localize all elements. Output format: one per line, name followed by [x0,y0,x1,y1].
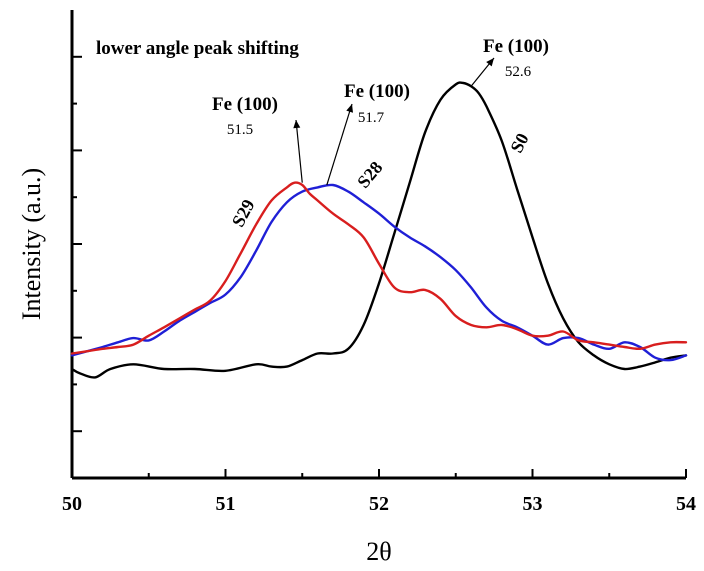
y-ticks [72,55,82,433]
peak-value: 51.7 [358,110,385,126]
x-tick-label: 50 [62,493,82,515]
peak-label: Fe (100) [344,81,410,102]
x-ticks: 50 51 52 53 54 [62,469,696,515]
series-layer [70,81,688,379]
x-tick-label: 52 [369,493,389,515]
y-axis-title: Intensity (a.u.) [17,168,46,320]
series-line-s0 [70,81,688,379]
peak-arrow-line [295,119,303,183]
x-axis-title: 2θ [366,537,391,566]
annotation-layer: lower angle peak shifting S0 S28 S29 Fe (10… [96,36,549,230]
peak-arrow-line [326,103,353,186]
x-tick-label: 54 [676,493,696,515]
series-label-s29: S29 [228,196,259,230]
series-line-s29 [70,181,688,355]
series-label-s28: S28 [353,157,386,191]
series-line-s28 [70,183,688,362]
x-tick-label: 53 [523,493,543,515]
peak-value: 52.6 [505,64,532,80]
peak-value: 51.5 [227,122,253,138]
peak-shift-note: lower angle peak shifting [96,38,299,59]
series-label-s0: S0 [506,130,533,156]
peak-label: Fe (100) [212,94,278,115]
peak-label: Fe (100) [483,36,549,57]
peak-arrow-head [346,104,353,113]
peak-arrow-head [293,120,301,129]
x-tick-label: 51 [216,493,236,515]
peak-arrow-head [486,58,494,67]
